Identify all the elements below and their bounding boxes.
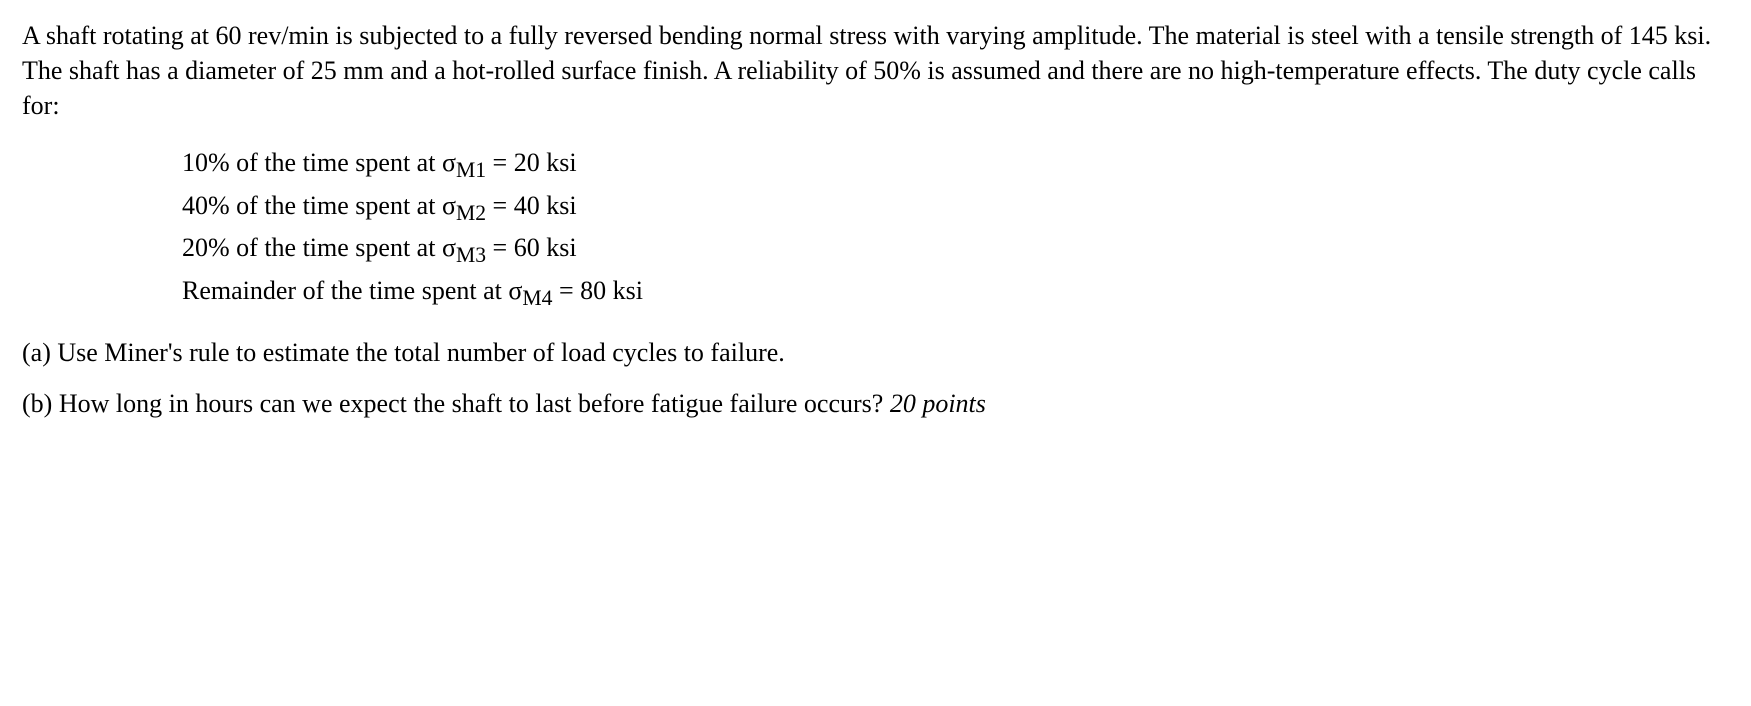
- sigma-symbol: σ: [508, 276, 522, 305]
- duty-item: 20% of the time spent at σM3 = 60 ksi: [182, 230, 1729, 270]
- sigma-symbol: σ: [442, 148, 456, 177]
- question-text: How long in hours can we expect the shaf…: [59, 389, 890, 418]
- sigma-subscript: M1: [456, 158, 486, 182]
- duty-item: 10% of the time spent at σM1 = 20 ksi: [182, 145, 1729, 185]
- question-label: (a): [22, 338, 57, 367]
- intro-text: A shaft rotating at 60 rev/min is subjec…: [22, 21, 1711, 120]
- problem-page: A shaft rotating at 60 rev/min is subjec…: [0, 0, 1751, 421]
- sigma-symbol: σ: [442, 233, 456, 262]
- duty-value: = 60 ksi: [486, 233, 577, 262]
- question-a: (a) Use Miner's rule to estimate the tot…: [22, 335, 1729, 370]
- problem-intro: A shaft rotating at 60 rev/min is subjec…: [22, 18, 1729, 123]
- duty-prefix: Remainder of the time spent at: [182, 276, 508, 305]
- points-label: 20 points: [890, 389, 986, 418]
- duty-prefix: 20% of the time spent at: [182, 233, 442, 262]
- duty-value: = 40 ksi: [486, 191, 577, 220]
- duty-item: 40% of the time spent at σM2 = 40 ksi: [182, 188, 1729, 228]
- sigma-subscript: M4: [522, 286, 552, 310]
- duty-value: = 80 ksi: [552, 276, 643, 305]
- sigma-subscript: M2: [456, 201, 486, 225]
- duty-cycle-list: 10% of the time spent at σM1 = 20 ksi 40…: [182, 145, 1729, 313]
- duty-item: Remainder of the time spent at σM4 = 80 …: [182, 273, 1729, 313]
- sigma-symbol: σ: [442, 191, 456, 220]
- question-text: Use Miner's rule to estimate the total n…: [57, 338, 784, 367]
- duty-prefix: 40% of the time spent at: [182, 191, 442, 220]
- question-label: (b): [22, 389, 59, 418]
- duty-prefix: 10% of the time spent at: [182, 148, 442, 177]
- question-b: (b) How long in hours can we expect the …: [22, 386, 1729, 421]
- duty-value: = 20 ksi: [486, 148, 577, 177]
- sigma-subscript: M3: [456, 243, 486, 267]
